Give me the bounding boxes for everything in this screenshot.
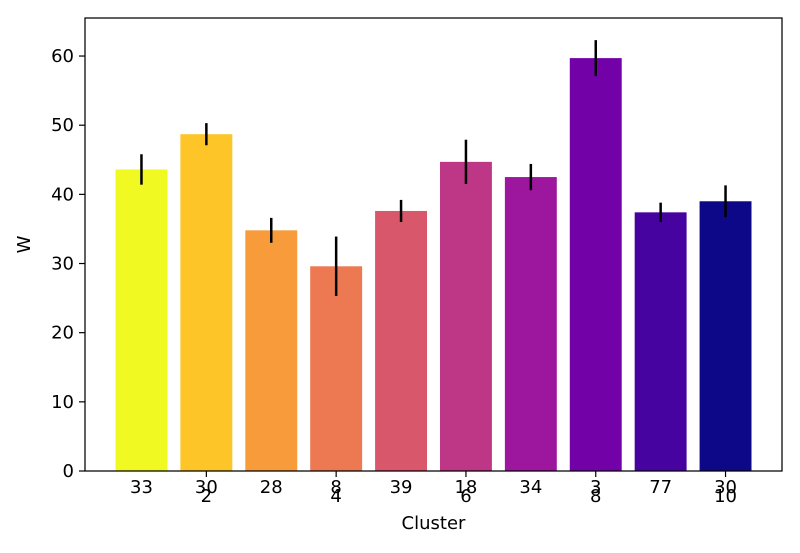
bar-count-label: 3 [590,477,601,498]
bar-9 [634,212,687,471]
bar-count-label: 28 [260,477,283,498]
bar-count-label: 18 [454,477,477,498]
error-bars-layer [140,40,727,297]
bar-count-label: 34 [519,477,542,498]
bar-count-label: 30 [195,477,218,498]
bar-5 [375,210,428,471]
x-tick-label: 2 [201,486,212,507]
bar-4 [310,266,363,471]
y-tick-label: 60 [51,46,74,67]
bar-1 [115,169,168,472]
bar-7 [504,177,557,471]
y-tick-label: 20 [51,323,74,344]
bar-count-label: 39 [390,477,413,498]
y-axis-label: W [14,235,35,253]
x-tick-label: 8 [590,486,601,507]
bar-count-label: 30 [714,477,737,498]
bar-3 [245,230,298,471]
y-tick-label: 30 [51,254,74,275]
y-tick-label: 10 [51,392,74,413]
bar-count-label: 77 [649,477,672,498]
bar-2 [180,134,233,471]
x-tick-label: 10 [714,486,737,507]
bar-count-label: 8 [330,477,341,498]
bar-8 [569,58,622,471]
bar-count-label: 33 [130,477,153,498]
x-tick-label: 4 [330,486,341,507]
x-axis-label: Cluster [402,513,466,534]
bars-layer [115,58,752,472]
y-axis: 0 10 20 30 40 50 60 [51,46,85,482]
bar-10 [699,201,752,471]
axes-frame [84,17,783,472]
y-tick-label: 0 [63,461,74,482]
bar-6 [439,161,492,471]
y-tick-label: 50 [51,115,74,136]
x-tick-label: 6 [460,486,471,507]
x-axis: 33 30 28 8 39 18 34 3 77 302 4 6 8 10 [130,471,737,507]
y-tick-label: 40 [51,184,74,205]
